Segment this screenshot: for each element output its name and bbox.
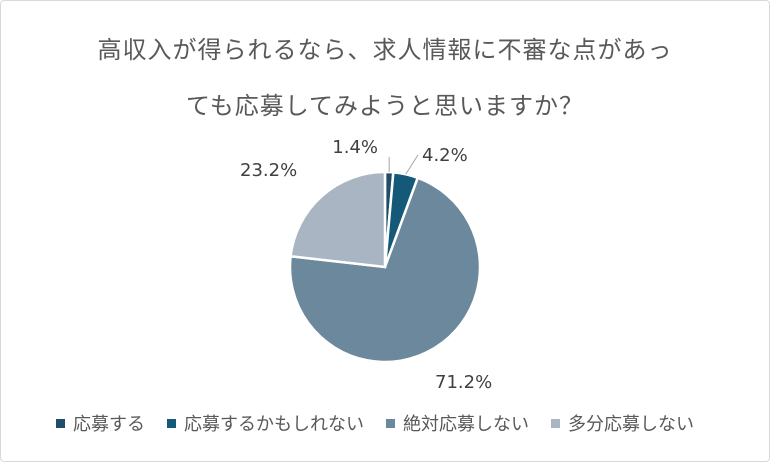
pie-slice-4 <box>289 170 387 269</box>
data-label-4: 23.2% <box>240 160 297 181</box>
data-label-2: 4.2% <box>422 145 468 166</box>
legend-swatch-1 <box>56 418 65 428</box>
chart-legend: 応募する 応募するかもしれない 絶対応募しない 多分応募しない <box>56 410 694 436</box>
legend-label-4: 多分応募しない <box>568 414 694 435</box>
legend-label-1: 応募する <box>73 414 145 435</box>
data-label-1: 1.4% <box>332 137 378 158</box>
pie-slice-3 <box>288 176 482 364</box>
legend-item-4: 多分応募しない <box>551 410 694 436</box>
legend-label-2: 応募するかもしれない <box>184 414 364 435</box>
legend-item-2: 応募するかもしれない <box>167 410 364 436</box>
chart-title-line2: ても応募してみようと思いますか？ <box>185 92 585 120</box>
legend-item-1: 応募する <box>56 410 145 436</box>
chart-title-line1: 高収入が得られるなら、求人情報に不審な点があっ <box>97 36 673 64</box>
legend-item-3: 絶対応募しない <box>386 410 529 436</box>
legend-swatch-4 <box>551 418 560 428</box>
legend-label-3: 絶対応募しない <box>403 414 529 435</box>
legend-swatch-3 <box>386 418 395 428</box>
legend-swatch-2 <box>167 418 176 428</box>
data-label-3: 71.2% <box>435 372 492 393</box>
leader-line-2 <box>405 154 419 175</box>
